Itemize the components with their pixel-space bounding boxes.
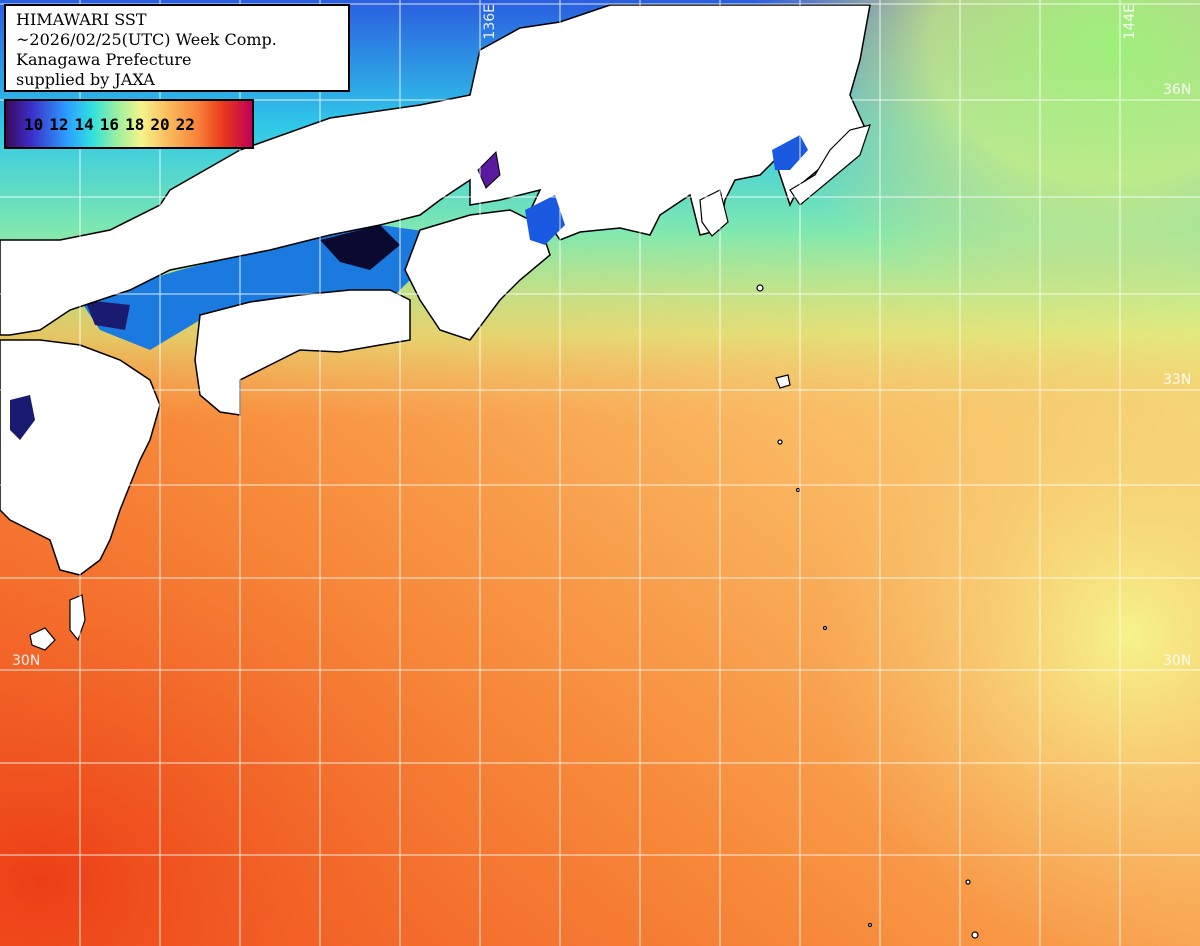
- aogashima: [777, 439, 783, 445]
- lat-label-30n-left: 30N: [12, 653, 41, 669]
- islet-3: [965, 879, 971, 885]
- lat-label-30n-right: 30N: [1163, 653, 1192, 669]
- inland-sea-dark-west: [85, 300, 130, 330]
- title-line-product: HIMAWARI SST: [16, 10, 147, 29]
- legend-label-14: 14: [74, 115, 94, 134]
- legend-label-16: 16: [99, 115, 120, 134]
- lon-label-136e: 136E: [482, 4, 498, 40]
- islet-5: [867, 922, 873, 928]
- lat-label-36n: 36N: [1163, 82, 1192, 98]
- legend-label-18: 18: [125, 115, 145, 134]
- lon-label-144e: 144E: [1122, 4, 1138, 40]
- miyake: [756, 284, 764, 292]
- tokyo-bay: [772, 135, 808, 170]
- inland-sea-dark: [320, 225, 400, 270]
- legend-label-10: 10: [24, 115, 44, 134]
- legend-label-22: 22: [175, 115, 195, 134]
- legend-label-20: 20: [150, 115, 170, 134]
- hachijo: [775, 374, 791, 389]
- legend-labels: 10 12 14 16 18 20 22: [24, 115, 195, 134]
- title-line-agency: Kanagawa Prefecture: [16, 50, 192, 69]
- wakasa-sea-purple: [477, 150, 501, 189]
- shikoku: [194, 289, 411, 416]
- kyushu-inner-sea: [10, 395, 35, 440]
- legend-label-12: 12: [49, 115, 69, 134]
- title-line-credit: supplied by JAXA: [16, 70, 155, 89]
- title-box: HIMAWARI SST ~2026/02/25(UTC) Week Comp.…: [4, 4, 350, 92]
- ise-bay: [525, 195, 565, 245]
- islet-4: [971, 931, 979, 939]
- honshu: [0, 4, 871, 336]
- yakushima: [29, 627, 56, 651]
- islet-2: [822, 625, 828, 631]
- kii-peninsula: [404, 209, 551, 341]
- islands: [29, 284, 979, 939]
- islet-1: [795, 487, 801, 493]
- color-legend: 10 12 14 16 18 20 22: [4, 99, 254, 149]
- title-line-date: ~2026/02/25(UTC) Week Comp.: [16, 30, 277, 49]
- lat-label-33n: 33N: [1163, 372, 1192, 388]
